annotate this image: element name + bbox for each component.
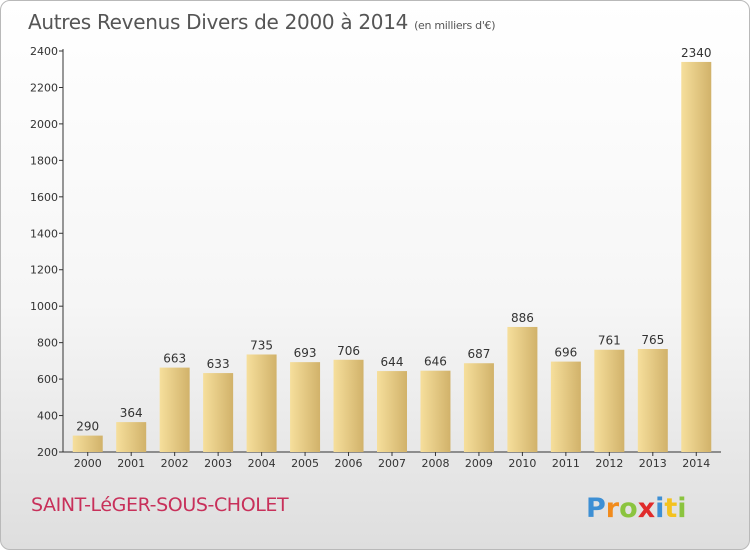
bar: [246, 354, 277, 452]
data-label: 735: [250, 338, 273, 352]
svg-text:Proxiti: Proxiti: [586, 493, 687, 524]
chart-title: Autres Revenus Divers de 2000 à 2014 (en …: [28, 10, 496, 34]
x-tick-label: 2003: [204, 457, 232, 470]
x-tick-label: 2009: [465, 457, 493, 470]
data-label: 761: [598, 334, 621, 348]
x-tick-label: 2012: [595, 457, 623, 470]
bar: [594, 349, 625, 452]
y-tick-label: 800: [37, 337, 58, 350]
data-label: 633: [207, 357, 230, 371]
y-tick-label: 400: [37, 410, 58, 423]
bar: [290, 362, 321, 452]
proxiti-logo: Proxiti: [586, 493, 687, 524]
y-tick-label: 200: [37, 446, 58, 459]
x-tick-label: 2000: [74, 457, 102, 470]
commune-name: SAINT-LéGER-SOUS-CHOLET: [31, 494, 289, 516]
x-tick-label: 2004: [248, 457, 276, 470]
data-label: 364: [120, 406, 143, 420]
x-tick-label: 2010: [508, 457, 536, 470]
x-tick-label: 2007: [378, 457, 406, 470]
y-tick-label: 1600: [30, 191, 58, 204]
bar: [72, 435, 103, 452]
data-label: 644: [381, 355, 404, 369]
data-label: 765: [641, 333, 664, 347]
y-tick-label: 2000: [30, 118, 58, 131]
y-tick-label: 2400: [30, 45, 58, 58]
data-label: 687: [467, 347, 490, 361]
chart-unit: (en milliers d'€): [414, 19, 496, 32]
data-label: 693: [294, 346, 317, 360]
y-tick-label: 600: [37, 373, 58, 386]
bar: [463, 363, 494, 452]
y-tick-label: 1800: [30, 154, 58, 167]
data-label: 706: [337, 344, 360, 358]
bar: [159, 367, 190, 452]
bar: [507, 326, 538, 452]
x-tick-label: 2013: [639, 457, 667, 470]
x-tick-label: 2008: [421, 457, 449, 470]
y-tick-label: 1200: [30, 264, 58, 277]
x-tick-label: 2002: [161, 457, 189, 470]
bar: [550, 361, 581, 452]
x-tick-label: 2005: [291, 457, 319, 470]
y-tick-label: 2200: [30, 81, 58, 94]
x-tick-label: 2006: [335, 457, 363, 470]
y-tick-label: 1000: [30, 300, 58, 313]
x-tick-label: 2014: [682, 457, 710, 470]
bar: [203, 373, 234, 452]
bar: [377, 371, 407, 452]
bar: [681, 61, 712, 452]
bar: [333, 359, 364, 452]
chart-title-text: Autres Revenus Divers de 2000 à 2014: [28, 10, 409, 34]
data-label: 886: [511, 311, 534, 325]
data-label: 663: [163, 352, 186, 366]
bar: [116, 422, 147, 452]
data-label: 696: [554, 346, 577, 360]
x-tick-label: 2001: [117, 457, 145, 470]
x-tick-label: 2011: [552, 457, 580, 470]
bar: [637, 349, 668, 452]
data-label: 646: [424, 355, 447, 369]
data-label: 290: [76, 420, 99, 434]
y-tick-label: 1400: [30, 227, 58, 240]
bar: [420, 370, 451, 452]
data-label: 2340: [681, 46, 712, 60]
